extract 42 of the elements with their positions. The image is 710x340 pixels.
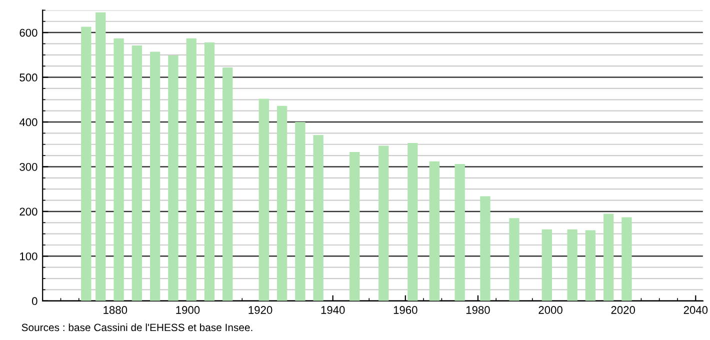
y-tick-label: 200 <box>20 208 38 216</box>
bar <box>295 122 306 301</box>
bar <box>350 152 360 301</box>
x-tick-label: 1900 <box>176 306 200 314</box>
bar <box>96 12 106 301</box>
bar <box>276 106 288 301</box>
y-tick-label: 100 <box>20 252 38 260</box>
x-tick-label: 2020 <box>611 306 636 314</box>
x-tick-label: 1880 <box>104 306 128 314</box>
bar <box>567 229 578 301</box>
bar <box>114 38 124 301</box>
bar <box>408 143 418 301</box>
bar <box>150 52 160 301</box>
bar <box>258 98 269 301</box>
bar <box>186 38 196 301</box>
x-tick-label: 1980 <box>466 306 490 314</box>
x-tick-label: 1920 <box>248 306 272 314</box>
bar <box>603 214 614 301</box>
source-note: Sources : base Cassini de l'EHESS et base Insee. <box>22 323 252 332</box>
x-tick-label: 2000 <box>538 306 562 314</box>
bar <box>378 146 389 301</box>
bar <box>480 196 490 301</box>
bar <box>313 134 324 301</box>
bar <box>168 55 178 301</box>
bar <box>429 161 440 301</box>
bar <box>204 42 215 301</box>
x-tick-label: 2040 <box>684 306 708 314</box>
y-tick-label: 600 <box>20 28 38 37</box>
bar <box>622 217 632 301</box>
y-tick-label: 500 <box>20 74 38 82</box>
bar <box>222 67 233 301</box>
y-tick-label: 300 <box>20 163 38 171</box>
bar <box>542 229 552 301</box>
bar <box>81 26 92 301</box>
y-tick-label: 0 <box>32 297 38 306</box>
bar <box>132 46 142 301</box>
x-tick-label: 1940 <box>321 306 345 314</box>
bar <box>585 230 596 301</box>
bar <box>509 218 520 301</box>
x-tick-label: 1960 <box>394 306 418 314</box>
y-tick-label: 400 <box>19 118 38 126</box>
bar <box>454 164 465 301</box>
